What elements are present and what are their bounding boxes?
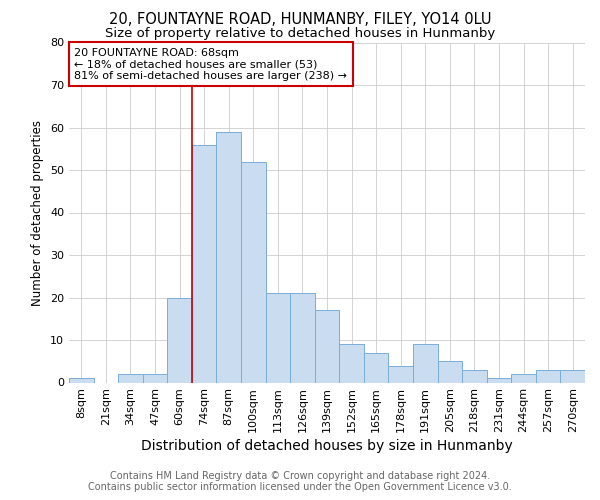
Bar: [388, 366, 413, 382]
Bar: [536, 370, 560, 382]
Text: Contains HM Land Registry data © Crown copyright and database right 2024.
Contai: Contains HM Land Registry data © Crown c…: [88, 471, 512, 492]
Bar: [217, 132, 241, 382]
Bar: [241, 162, 266, 382]
Bar: [290, 293, 315, 382]
Bar: [437, 361, 462, 382]
Text: 20 FOUNTAYNE ROAD: 68sqm
← 18% of detached houses are smaller (53)
81% of semi-d: 20 FOUNTAYNE ROAD: 68sqm ← 18% of detach…: [74, 48, 347, 81]
Bar: [192, 144, 217, 382]
Bar: [364, 353, 388, 382]
Bar: [462, 370, 487, 382]
Text: 20, FOUNTAYNE ROAD, HUNMANBY, FILEY, YO14 0LU: 20, FOUNTAYNE ROAD, HUNMANBY, FILEY, YO1…: [109, 12, 491, 28]
Bar: [511, 374, 536, 382]
Y-axis label: Number of detached properties: Number of detached properties: [31, 120, 44, 306]
Bar: [167, 298, 192, 382]
Bar: [266, 293, 290, 382]
Bar: [413, 344, 437, 383]
Bar: [315, 310, 339, 382]
Bar: [560, 370, 585, 382]
Bar: [69, 378, 94, 382]
Bar: [143, 374, 167, 382]
Text: Size of property relative to detached houses in Hunmanby: Size of property relative to detached ho…: [105, 28, 495, 40]
Bar: [118, 374, 143, 382]
Bar: [487, 378, 511, 382]
X-axis label: Distribution of detached houses by size in Hunmanby: Distribution of detached houses by size …: [141, 440, 513, 454]
Bar: [339, 344, 364, 383]
